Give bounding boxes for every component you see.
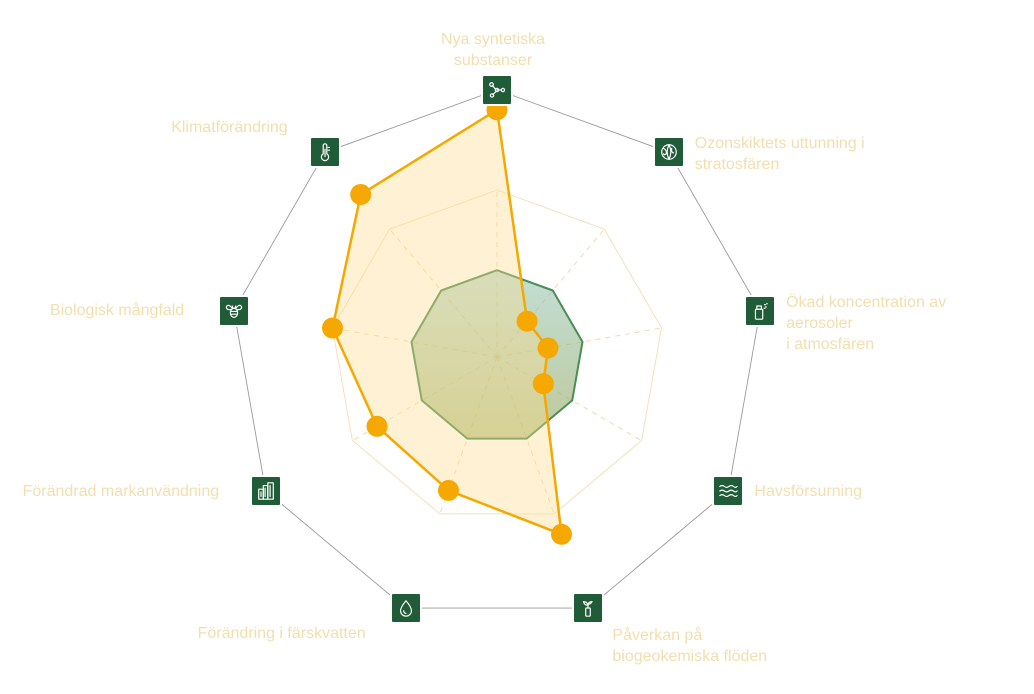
axis-label: Ozonskiktets uttunning i stratosfären [694,135,865,174]
aerosol-spray-icon [744,294,777,327]
axis-label: Förändring i färskvatten [197,625,366,643]
assessment-point [350,184,372,205]
assessment-polygon [331,108,563,536]
assessment-point [516,310,538,332]
assessment-point [322,317,343,339]
axis-label: Förändrad markanvändning [22,482,220,500]
assessment-point [551,523,572,545]
outer-ring [233,89,761,609]
buildings-icon [249,474,282,507]
plant-sprout-icon [572,592,605,625]
axis-label: Ökad koncentration av aerosoler i atmosf… [786,293,947,353]
axis-label: Nya syntetiska substanser [441,30,546,69]
safe-operating-space-polygon [410,269,584,440]
radar-grid-rings [233,89,761,609]
ozone-globe-icon [652,136,685,169]
axis-label: Biologisk mångfald [49,301,185,319]
axis-label: Klimatförändring [171,119,288,137]
assessment-point [532,373,554,395]
bee-icon [217,294,250,327]
assessment-layer [322,99,572,545]
waves-icon [712,474,745,507]
inner-ring [331,189,663,515]
thermometer-icon [309,136,342,169]
axis-label: Påverkan på biogeokemiska flöden [612,627,768,666]
water-drop-icon [389,592,422,625]
assessment-point [438,479,459,501]
assessment-point [366,415,388,437]
axis-label: Havsförsurning [754,482,862,500]
molecule-icon [481,73,513,106]
assessment-point [537,337,559,359]
safe-operating-space-layer [410,269,584,440]
